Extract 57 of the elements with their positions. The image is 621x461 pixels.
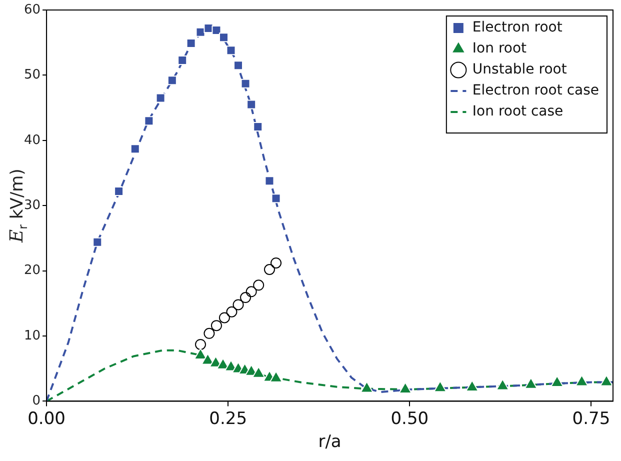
point	[204, 328, 215, 339]
point	[269, 370, 283, 382]
point	[195, 338, 206, 350]
legend-label: Ion root case	[472, 104, 564, 120]
point	[240, 292, 252, 304]
x-tick-label: 0.00	[28, 408, 66, 429]
point	[600, 374, 613, 386]
point	[270, 257, 282, 268]
legend-label: Unstable root	[472, 62, 568, 78]
point	[218, 312, 230, 324]
point	[232, 299, 244, 310]
point	[550, 375, 564, 387]
point	[434, 380, 447, 392]
legend-label: Electron root	[472, 20, 563, 36]
point	[246, 100, 256, 110]
point	[212, 25, 222, 35]
point	[496, 378, 510, 390]
point	[234, 60, 244, 70]
point	[524, 377, 538, 389]
point	[253, 280, 264, 291]
point	[92, 237, 102, 247]
point	[271, 194, 281, 204]
point	[114, 186, 124, 196]
point	[194, 348, 208, 360]
point	[210, 320, 222, 332]
point	[240, 78, 250, 88]
point	[156, 93, 166, 103]
point	[360, 381, 374, 393]
point	[575, 374, 588, 386]
x-tick-label: 0.50	[390, 408, 429, 429]
legend-label: Electron root case	[472, 82, 600, 99]
point	[167, 76, 177, 86]
point	[144, 116, 154, 126]
point	[219, 32, 228, 42]
point	[186, 38, 196, 48]
point	[252, 366, 266, 378]
point	[226, 306, 238, 318]
legend-label: Ion root	[472, 40, 528, 57]
x-tick-label: 0.25	[209, 408, 248, 429]
y-tick-label: 0	[32, 394, 41, 409]
point	[398, 382, 412, 394]
y-tick-label: 40	[24, 132, 41, 148]
point	[466, 380, 479, 392]
y-tick-label: 30	[24, 198, 41, 213]
y-tick-label: 50	[24, 68, 41, 83]
x-axis-title: r/a	[318, 432, 342, 452]
y-tick-label: 20	[24, 263, 41, 278]
point	[178, 55, 188, 65]
point	[264, 176, 274, 186]
point	[253, 122, 263, 132]
y-tick-label: 10	[24, 328, 41, 344]
point	[264, 264, 275, 275]
x-tick-label: 0.75	[572, 408, 610, 429]
point	[246, 286, 257, 298]
y-tick-label: 60	[24, 2, 41, 18]
point	[226, 46, 236, 56]
point	[130, 144, 140, 154]
